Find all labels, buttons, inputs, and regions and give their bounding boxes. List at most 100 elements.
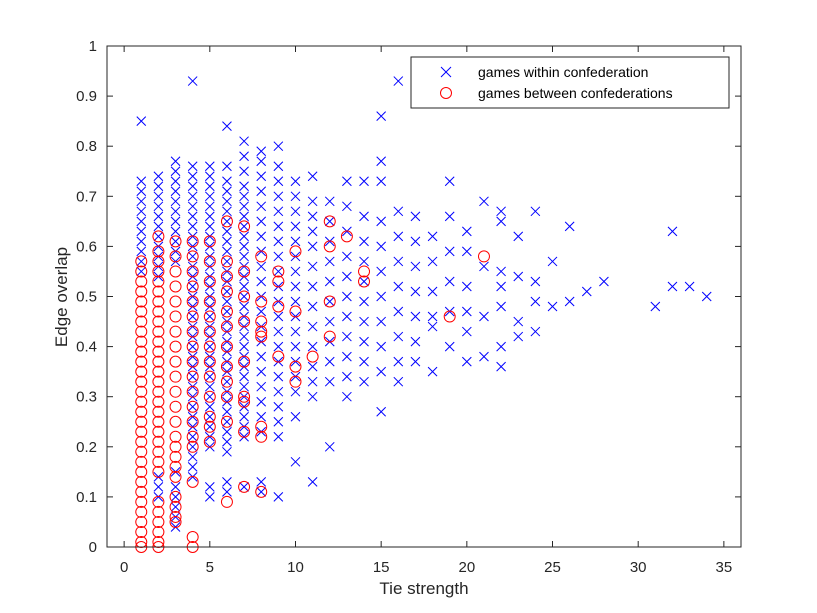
data-point-o bbox=[169, 510, 182, 523]
y-tick-label: 0.5 bbox=[76, 289, 97, 306]
legend-label-between: games between confederations bbox=[478, 85, 673, 101]
data-point-x bbox=[290, 266, 301, 277]
y-tick-label: 0.2 bbox=[76, 439, 97, 456]
data-point-x bbox=[513, 316, 524, 327]
data-point-x bbox=[496, 206, 506, 217]
data-point-o bbox=[169, 460, 182, 473]
data-point-x bbox=[256, 216, 267, 227]
data-point-o bbox=[255, 315, 268, 328]
data-point-o bbox=[323, 330, 336, 343]
y-tick-label: 0.8 bbox=[76, 138, 97, 155]
data-point-x bbox=[239, 181, 249, 192]
data-point-o bbox=[152, 335, 165, 348]
data-point-x bbox=[530, 276, 541, 287]
data-point-o bbox=[169, 385, 182, 398]
data-point-o bbox=[306, 350, 319, 363]
data-point-o bbox=[169, 355, 182, 368]
data-point-o bbox=[238, 220, 251, 233]
data-point-o bbox=[203, 370, 216, 383]
data-point-x bbox=[307, 241, 318, 252]
data-point-x bbox=[136, 246, 147, 257]
data-point-o bbox=[152, 295, 165, 308]
data-point-o bbox=[152, 525, 165, 538]
data-point-o bbox=[255, 430, 268, 443]
data-point-x bbox=[410, 236, 421, 247]
data-point-x bbox=[170, 176, 181, 187]
data-point-o bbox=[135, 465, 148, 478]
data-point-x bbox=[239, 151, 249, 162]
data-point-x bbox=[547, 301, 558, 312]
data-point-x bbox=[273, 161, 284, 172]
data-point-o bbox=[289, 360, 302, 373]
data-point-x bbox=[427, 321, 438, 332]
data-point-x bbox=[187, 441, 198, 452]
data-point-x bbox=[170, 226, 181, 237]
y-tick-label: 0.3 bbox=[76, 389, 97, 406]
data-point-o bbox=[272, 275, 285, 288]
data-point-x bbox=[239, 221, 249, 232]
data-point-x bbox=[324, 316, 335, 327]
data-point-o bbox=[135, 515, 148, 528]
data-point-x bbox=[256, 171, 267, 182]
data-point-x bbox=[222, 176, 232, 187]
data-point-x bbox=[239, 371, 249, 382]
series-between-confederations bbox=[135, 215, 490, 553]
data-point-o bbox=[135, 285, 148, 298]
data-point-x bbox=[307, 341, 318, 352]
data-point-x bbox=[222, 236, 232, 247]
data-point-o bbox=[203, 435, 216, 448]
data-point-x bbox=[410, 356, 421, 367]
data-point-x bbox=[273, 236, 284, 247]
data-point-o bbox=[238, 355, 251, 368]
data-point-x bbox=[204, 341, 215, 352]
data-point-x bbox=[222, 487, 232, 497]
data-point-x bbox=[427, 366, 438, 377]
data-point-x bbox=[307, 281, 318, 292]
data-point-o bbox=[255, 330, 268, 343]
data-point-x bbox=[222, 426, 232, 437]
data-point-o bbox=[169, 340, 182, 353]
data-point-o bbox=[255, 250, 268, 263]
data-point-o bbox=[135, 325, 148, 338]
data-point-x bbox=[187, 161, 198, 172]
data-point-x bbox=[667, 281, 678, 292]
data-point-o bbox=[203, 325, 216, 338]
data-point-x bbox=[187, 211, 198, 222]
data-point-o bbox=[169, 515, 182, 528]
data-point-x bbox=[342, 391, 352, 402]
data-point-x bbox=[530, 206, 541, 217]
data-point-o bbox=[186, 370, 199, 383]
data-point-x bbox=[222, 436, 232, 447]
data-point-o bbox=[203, 235, 216, 248]
data-point-x bbox=[324, 376, 335, 387]
data-point-x bbox=[136, 186, 147, 197]
data-point-x bbox=[273, 401, 284, 412]
data-point-x bbox=[376, 111, 387, 121]
series-layer bbox=[135, 76, 712, 553]
data-point-o bbox=[238, 265, 251, 278]
data-point-o bbox=[152, 455, 165, 468]
data-point-o bbox=[152, 315, 165, 328]
x-tick-label: 0 bbox=[120, 559, 128, 576]
data-point-x bbox=[701, 291, 712, 302]
data-point-o bbox=[203, 255, 216, 268]
data-point-x bbox=[239, 211, 249, 222]
data-point-o bbox=[220, 320, 233, 333]
data-point-o bbox=[443, 310, 456, 323]
data-point-x bbox=[530, 296, 541, 307]
data-point-o bbox=[203, 275, 216, 288]
data-point-x bbox=[187, 341, 198, 352]
data-point-x bbox=[496, 361, 506, 372]
data-point-x bbox=[290, 221, 301, 232]
data-point-o bbox=[169, 325, 182, 338]
data-point-x bbox=[204, 201, 215, 212]
data-point-x bbox=[342, 251, 352, 262]
data-point-o bbox=[169, 415, 182, 428]
data-point-o bbox=[186, 235, 199, 248]
data-point-x bbox=[393, 256, 404, 267]
data-point-x bbox=[496, 341, 506, 352]
data-point-o bbox=[169, 430, 182, 443]
data-point-x bbox=[290, 386, 301, 397]
data-point-x bbox=[461, 306, 472, 317]
data-point-x bbox=[410, 286, 421, 297]
